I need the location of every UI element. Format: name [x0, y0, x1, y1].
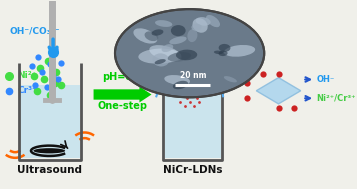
Text: pH=8.5: pH=8.5: [102, 72, 143, 82]
Ellipse shape: [162, 44, 173, 52]
Ellipse shape: [164, 75, 190, 85]
Text: Ni²⁺: Ni²⁺: [17, 71, 37, 80]
Ellipse shape: [192, 18, 208, 33]
Text: 20 nm: 20 nm: [180, 71, 206, 80]
Ellipse shape: [155, 59, 166, 64]
Ellipse shape: [224, 76, 237, 82]
Ellipse shape: [34, 148, 65, 153]
Ellipse shape: [206, 15, 220, 27]
Ellipse shape: [224, 45, 255, 57]
Ellipse shape: [191, 24, 201, 31]
Ellipse shape: [173, 81, 188, 89]
FancyArrow shape: [94, 87, 151, 102]
Text: OH⁻/CO₃²⁻: OH⁻/CO₃²⁻: [9, 26, 60, 35]
Ellipse shape: [218, 51, 228, 56]
Ellipse shape: [151, 29, 164, 36]
Bar: [20, 85, 80, 158]
Text: NiCr-LDNs: NiCr-LDNs: [163, 165, 222, 175]
Circle shape: [115, 9, 264, 97]
Ellipse shape: [187, 29, 197, 42]
Ellipse shape: [168, 52, 191, 62]
Ellipse shape: [176, 50, 197, 60]
Ellipse shape: [214, 51, 223, 54]
Ellipse shape: [218, 44, 231, 52]
Text: Ultrasound: Ultrasound: [17, 165, 82, 175]
Ellipse shape: [169, 36, 187, 44]
Ellipse shape: [171, 25, 186, 36]
Text: Cr³⁺: Cr³⁺: [17, 86, 37, 95]
Ellipse shape: [196, 17, 211, 26]
Ellipse shape: [155, 20, 172, 27]
Text: OH⁻: OH⁻: [317, 75, 335, 84]
Bar: [165, 88, 221, 158]
Ellipse shape: [134, 28, 157, 44]
Ellipse shape: [152, 53, 169, 67]
Polygon shape: [256, 78, 301, 104]
Text: One-step: One-step: [97, 101, 147, 111]
Ellipse shape: [149, 45, 181, 61]
Text: Ni²⁺/Cr³⁺: Ni²⁺/Cr³⁺: [317, 94, 356, 103]
Ellipse shape: [145, 31, 159, 41]
Ellipse shape: [139, 49, 181, 64]
